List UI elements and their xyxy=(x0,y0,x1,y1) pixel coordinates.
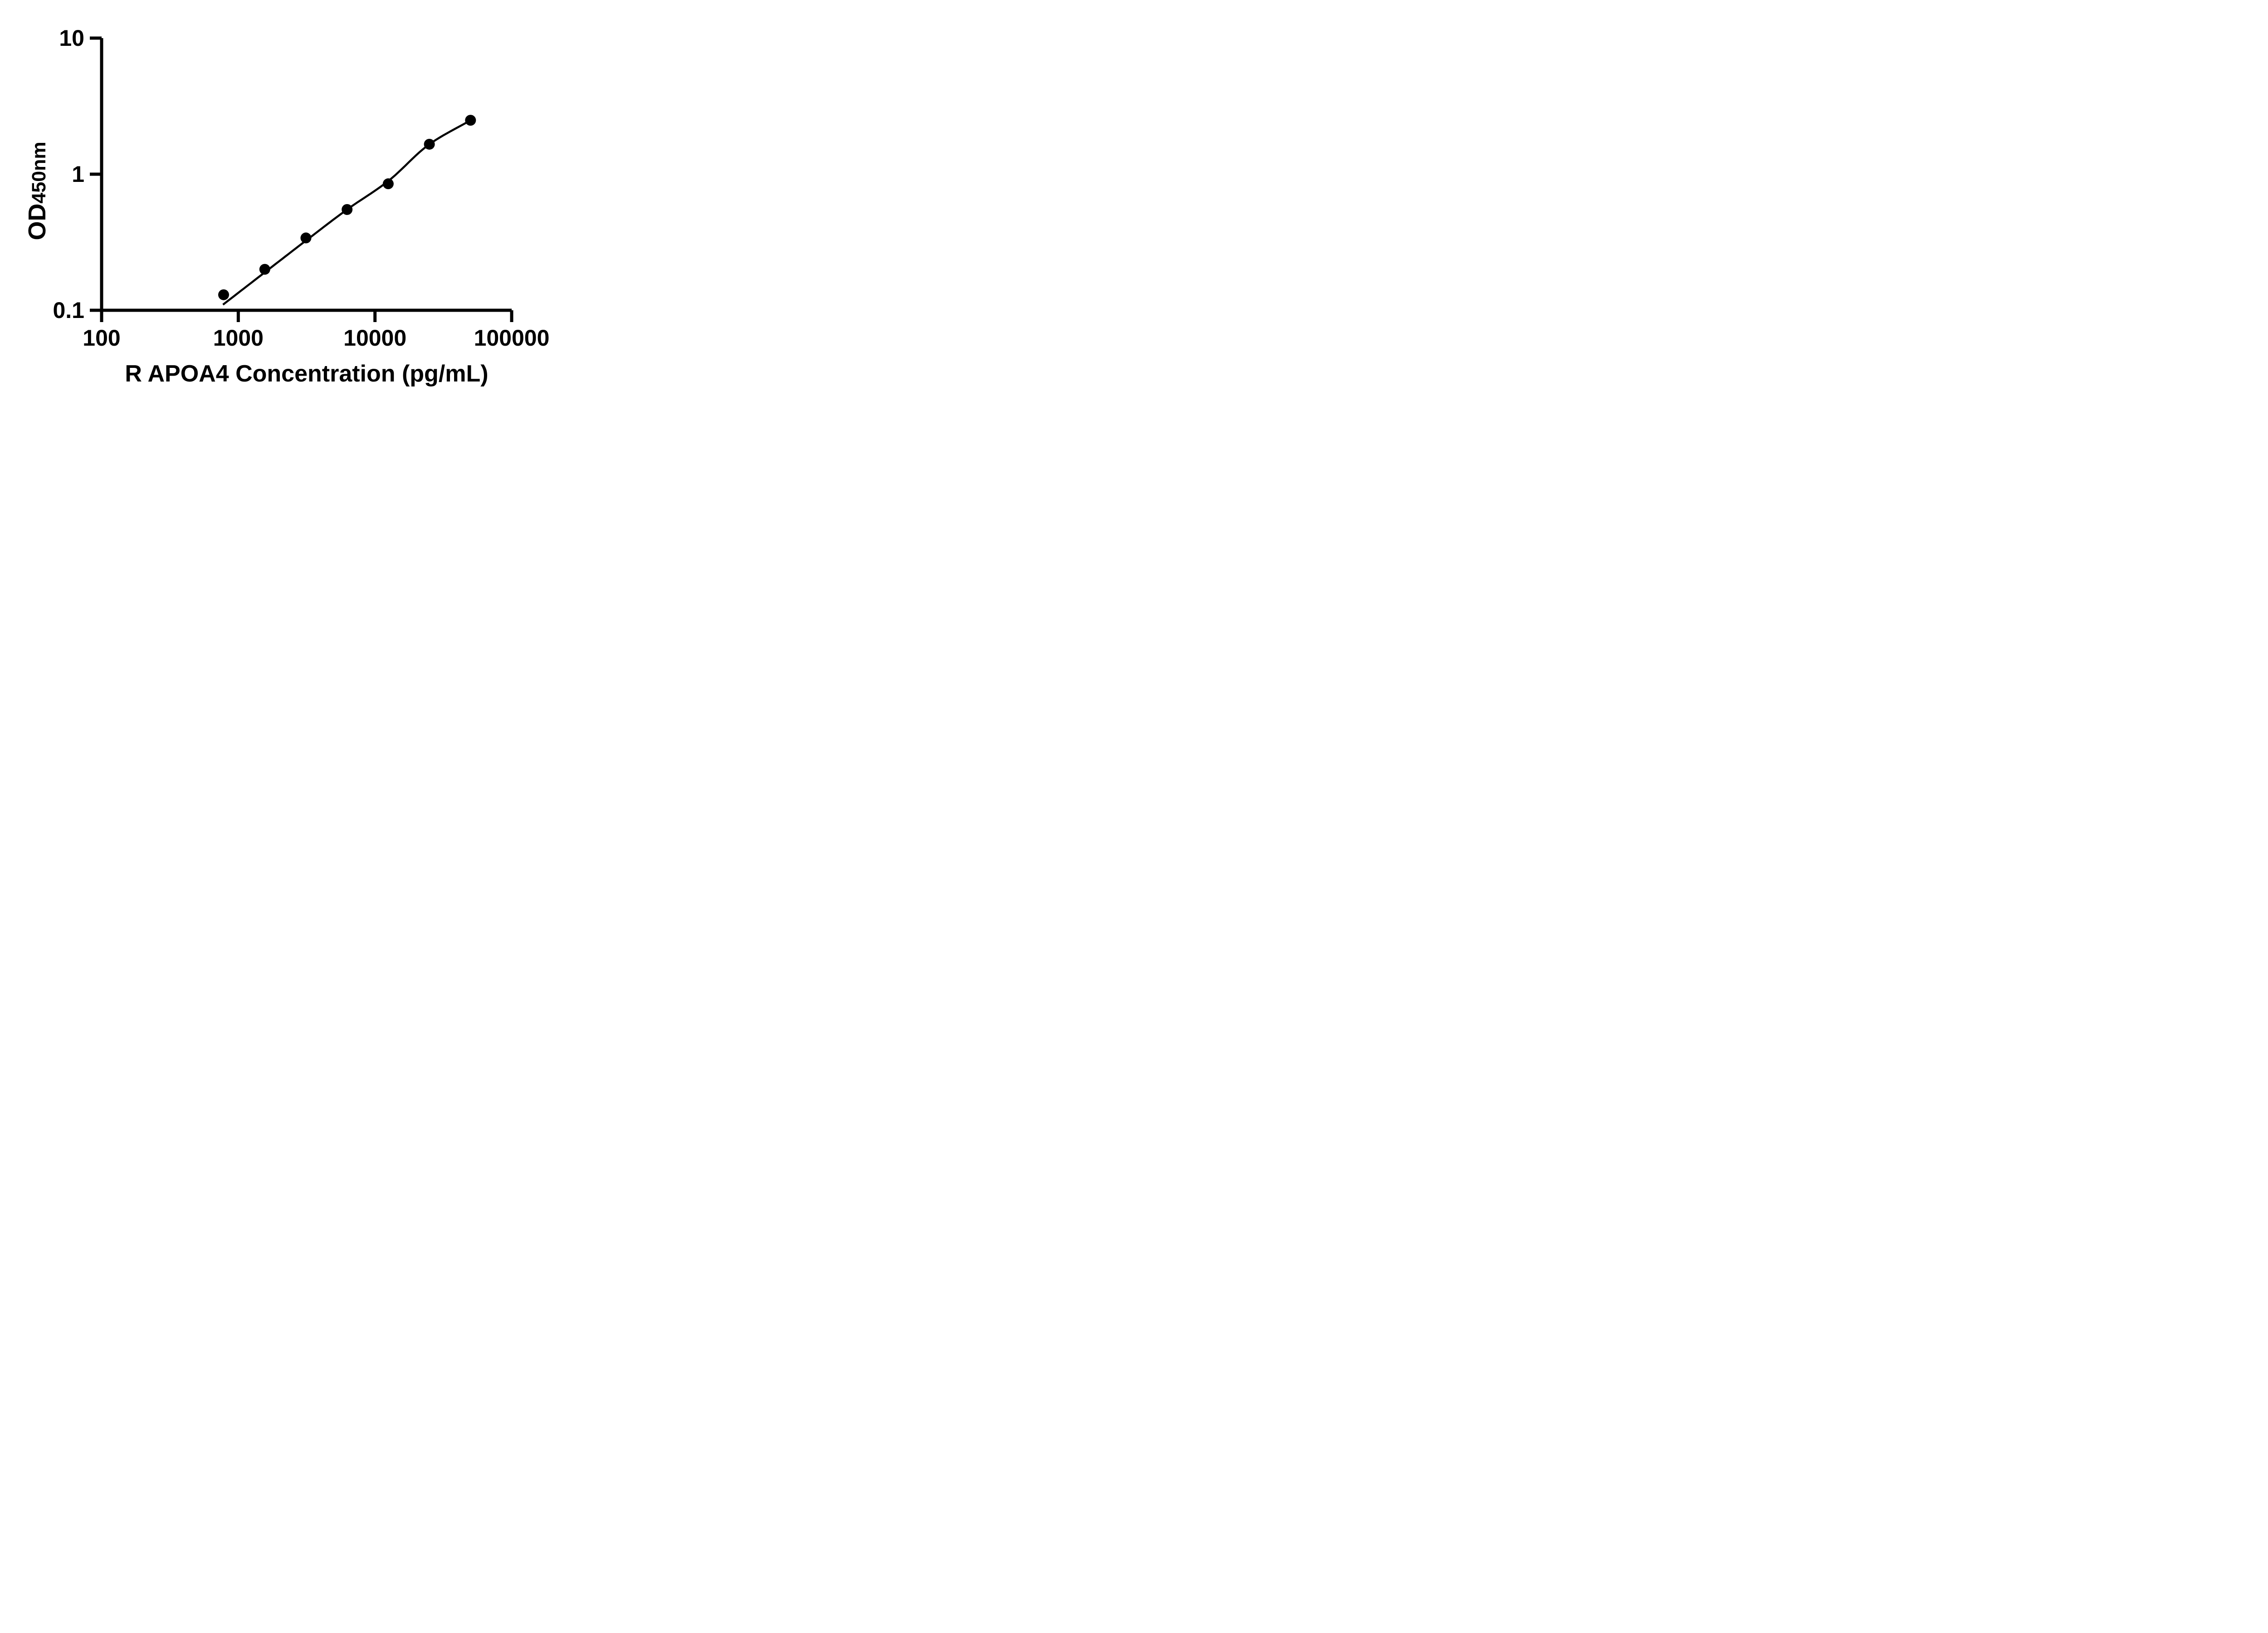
data-point-6250 xyxy=(342,204,353,215)
y-axis-title-subscript: 450nm xyxy=(28,142,50,204)
data-point-25000 xyxy=(424,138,435,150)
data-point-781 xyxy=(218,289,229,300)
y-axis-title: OD450nm xyxy=(24,142,51,240)
standard-curve-plot-svg xyxy=(90,36,513,322)
data-point-1563 xyxy=(259,264,270,275)
elisa-standard-curve-figure: 100 1000 10000 100000 0.1 1 10 R APOA4 Concent… xyxy=(0,0,572,408)
x-axis-title: R APOA4 Concentration (pg/mL) xyxy=(125,361,489,387)
data-point-50000 xyxy=(465,115,476,126)
y-axis-title-main: OD xyxy=(24,203,51,240)
axis-spines xyxy=(100,38,512,312)
data-point-3125 xyxy=(300,232,312,244)
data-point-12500 xyxy=(382,178,394,190)
